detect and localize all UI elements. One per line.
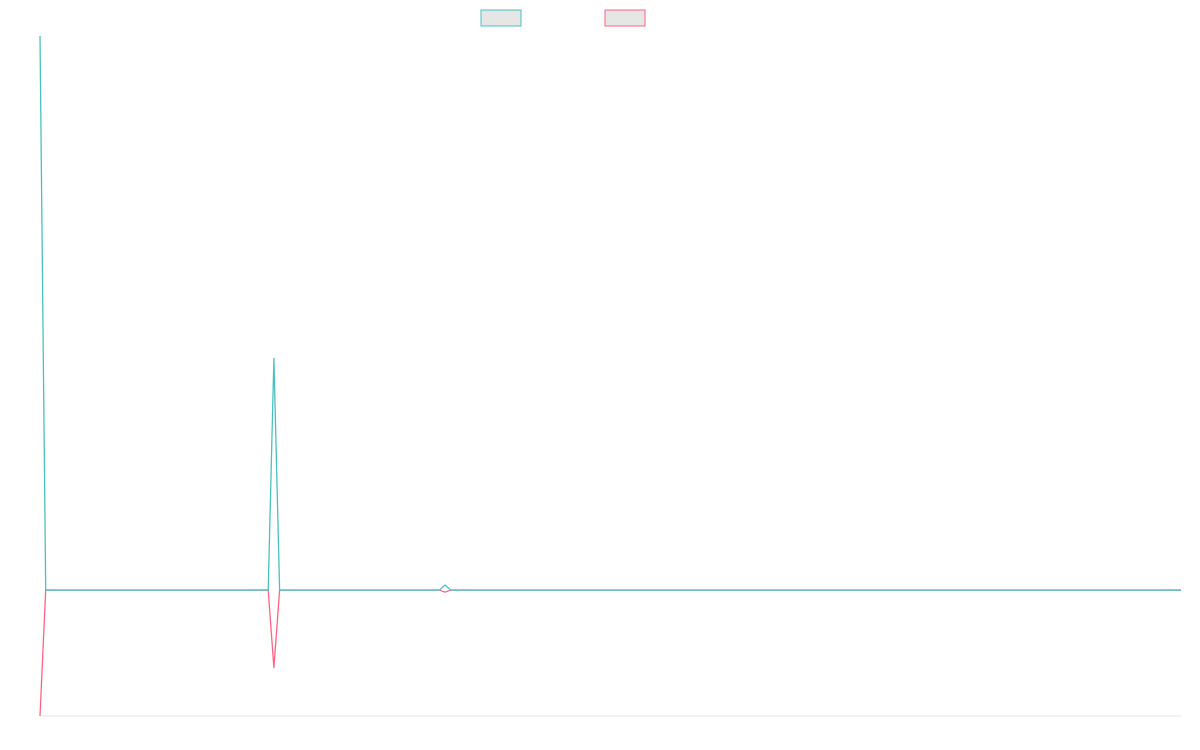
series-line-1: [39, 35, 1181, 591]
legend: [480, 9, 646, 27]
series-line-2: [39, 589, 1181, 717]
series-layer: [39, 35, 1181, 717]
legend-item-series-2[interactable]: [604, 9, 646, 27]
legend-item-series-1[interactable]: [480, 9, 522, 27]
legend-swatch-series-2: [604, 9, 646, 27]
legend-swatch-series-1: [480, 9, 522, 27]
